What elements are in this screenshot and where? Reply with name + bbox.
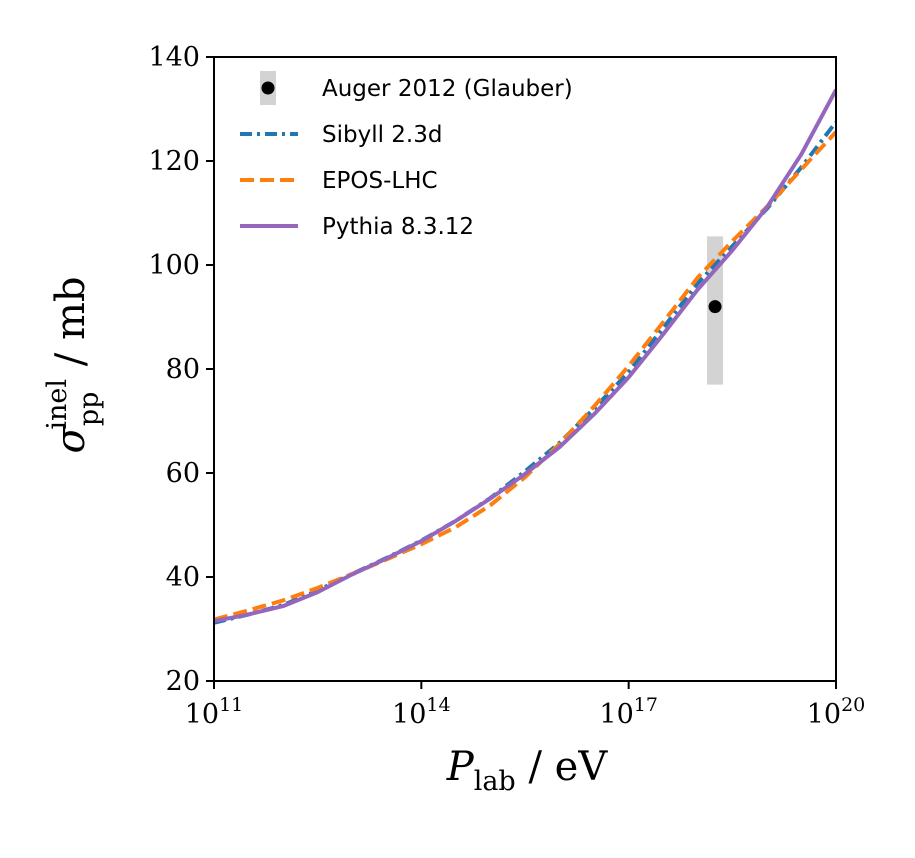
plot-data-layer	[214, 88, 836, 625]
auger-data-point	[708, 300, 722, 314]
y-tick-label: 120	[148, 146, 200, 177]
x-axis-label-unit: / eV	[516, 744, 609, 790]
svg-text:Plab / eV: Plab / eV	[446, 744, 609, 797]
x-tick-label: 1011	[185, 694, 244, 730]
y-tick-label: 140	[148, 42, 200, 73]
x-tick-label: 1020	[807, 694, 866, 730]
y-tick-label: 60	[166, 458, 200, 489]
y-axis-label-subscript: pp	[74, 392, 105, 427]
x-axis-ticks: 1011 1014 1017 1020	[185, 681, 866, 730]
legend-label: EPOS-LHC	[322, 168, 438, 194]
svg-text:σppinel / mb: σppinel / mb	[42, 277, 105, 454]
series-line-epos-lhc	[214, 130, 836, 622]
y-tick-label: 40	[166, 562, 200, 593]
legend-label: Sibyll 2.3d	[322, 122, 442, 148]
legend-marker-point	[261, 81, 275, 95]
y-axis-label-symbol: σ	[48, 424, 94, 453]
legend-label: Auger 2012 (Glauber)	[322, 76, 573, 102]
y-tick-label: 80	[166, 354, 200, 385]
legend-label: Pythia 8.3.12	[322, 214, 474, 240]
x-tick-label: 1014	[392, 694, 451, 730]
y-axis-label-superscript: inel	[42, 379, 73, 430]
x-axis-label: Plab / eV	[446, 744, 609, 797]
x-tick-label: 1017	[599, 694, 658, 730]
series-line-pythia-8-3-12	[214, 88, 836, 624]
y-tick-label: 100	[148, 250, 200, 281]
legend: Auger 2012 (Glauber) Sibyll 2.3d EPOS-LHC P…	[240, 71, 573, 240]
y-axis-label-unit: / mb	[48, 277, 94, 379]
x-axis-label-symbol: P	[446, 744, 475, 790]
x-axis-label-subscript: lab	[474, 766, 516, 797]
y-axis-label: σppinel / mb	[42, 277, 105, 454]
y-tick-label: 20	[166, 666, 200, 697]
y-axis-ticks: 20 40 60 80 100 120 140	[148, 42, 214, 697]
